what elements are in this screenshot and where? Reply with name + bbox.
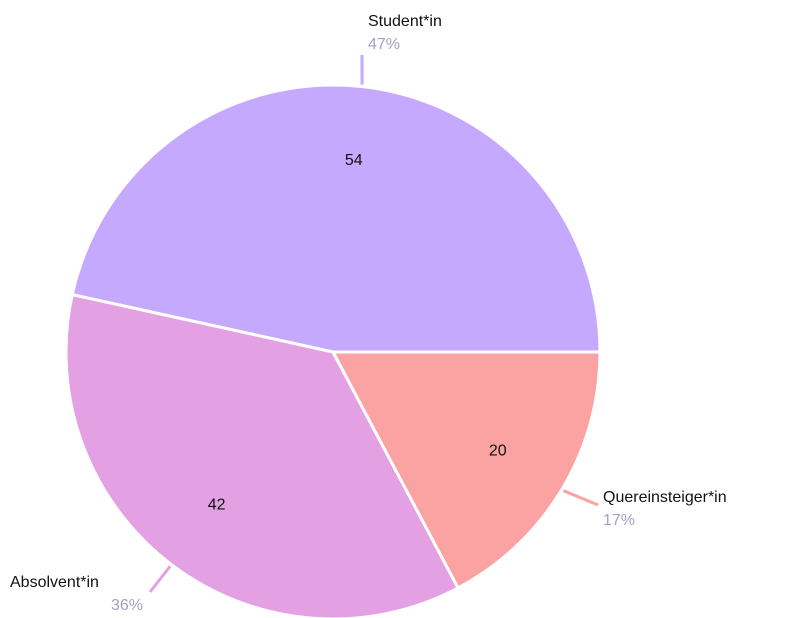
leader-line	[562, 489, 599, 507]
pie-slice	[64, 292, 461, 618]
pie-slice	[330, 350, 602, 590]
percent-label: 17%	[603, 512, 635, 529]
slice-label: Quereinsteiger*in	[603, 489, 727, 506]
value-label: 20	[489, 442, 507, 459]
percent-label: 36%	[111, 597, 143, 614]
slice-label: Student*in	[368, 13, 442, 30]
value-label: 54	[345, 152, 363, 169]
pie-slice	[70, 83, 602, 354]
value-label: 42	[208, 496, 226, 513]
percent-label: 47%	[368, 36, 400, 53]
leader-line	[148, 565, 172, 593]
slice-label: Absolvent*in	[10, 574, 99, 591]
